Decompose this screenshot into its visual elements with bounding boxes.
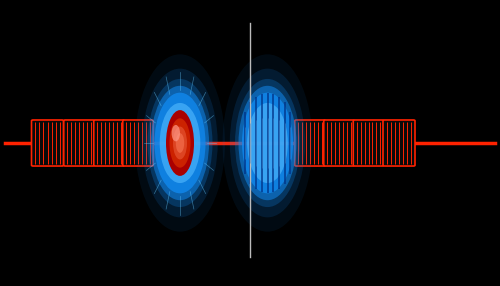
Ellipse shape xyxy=(238,86,296,200)
FancyBboxPatch shape xyxy=(383,120,415,166)
FancyBboxPatch shape xyxy=(64,120,94,166)
FancyBboxPatch shape xyxy=(324,120,354,166)
Ellipse shape xyxy=(142,69,218,217)
Ellipse shape xyxy=(242,93,293,193)
FancyBboxPatch shape xyxy=(295,120,326,166)
Ellipse shape xyxy=(173,126,187,160)
FancyBboxPatch shape xyxy=(353,120,384,166)
Ellipse shape xyxy=(235,79,300,207)
Ellipse shape xyxy=(154,93,206,193)
Ellipse shape xyxy=(176,133,184,153)
FancyBboxPatch shape xyxy=(32,120,64,166)
Ellipse shape xyxy=(172,125,180,141)
Ellipse shape xyxy=(135,54,225,232)
Ellipse shape xyxy=(160,103,200,183)
Ellipse shape xyxy=(148,79,212,207)
Ellipse shape xyxy=(166,110,194,176)
Ellipse shape xyxy=(230,69,305,217)
Ellipse shape xyxy=(222,54,312,232)
Ellipse shape xyxy=(170,118,190,168)
FancyBboxPatch shape xyxy=(94,120,124,166)
Ellipse shape xyxy=(151,86,209,200)
Ellipse shape xyxy=(247,103,288,183)
FancyBboxPatch shape xyxy=(123,120,153,166)
